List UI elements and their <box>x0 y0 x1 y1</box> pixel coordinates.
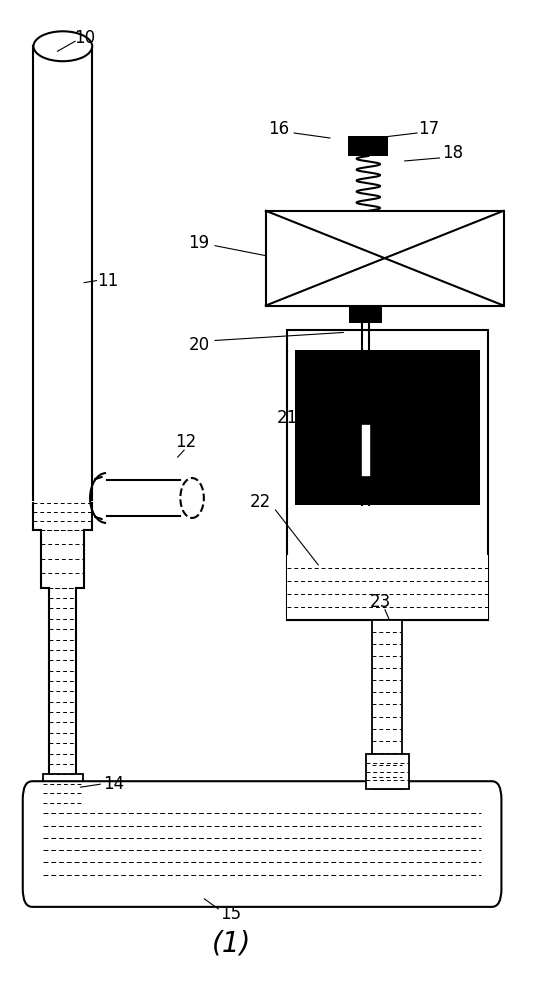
Text: 17: 17 <box>418 120 439 138</box>
Text: 16: 16 <box>268 120 290 138</box>
Text: 12: 12 <box>175 433 197 451</box>
Text: 10: 10 <box>74 29 95 47</box>
Text: 21: 21 <box>277 409 298 427</box>
Bar <box>349 306 382 323</box>
Bar <box>287 330 488 620</box>
Bar <box>349 136 388 156</box>
Bar <box>266 211 504 306</box>
Text: 19: 19 <box>188 234 209 252</box>
Bar <box>43 774 83 812</box>
Bar <box>287 555 488 620</box>
Text: 14: 14 <box>103 775 124 793</box>
Bar <box>366 754 409 789</box>
Text: (1): (1) <box>212 930 251 958</box>
Text: 22: 22 <box>250 493 271 511</box>
Text: 15: 15 <box>221 905 242 923</box>
Bar <box>295 350 480 505</box>
Bar <box>372 620 402 789</box>
Text: 23: 23 <box>370 593 391 611</box>
Ellipse shape <box>180 478 204 518</box>
Ellipse shape <box>33 31 92 61</box>
FancyBboxPatch shape <box>23 781 502 907</box>
Text: 20: 20 <box>188 336 209 354</box>
Text: 18: 18 <box>442 144 463 162</box>
Text: 11: 11 <box>98 272 119 290</box>
